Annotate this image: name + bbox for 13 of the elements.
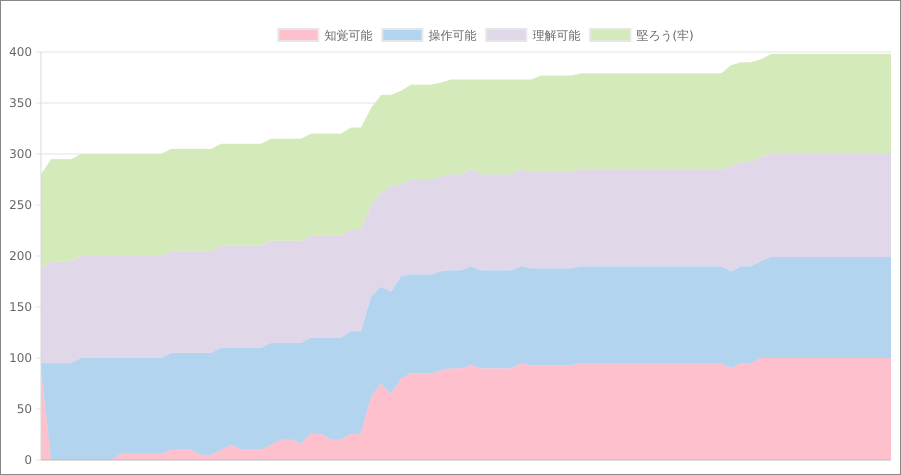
y-tick-label: 350 (9, 96, 32, 110)
y-tick-label: 0 (24, 453, 32, 467)
legend-label: 操作可能 (428, 28, 476, 42)
legend-label: 堅ろう(牢) (636, 28, 694, 42)
y-tick-label: 400 (9, 45, 32, 59)
legend-label: 理解可能 (532, 28, 580, 42)
y-tick-label: 150 (9, 300, 32, 314)
legend-label: 知覚可能 (324, 28, 372, 42)
y-tick-label: 200 (9, 249, 32, 263)
y-tick-label: 100 (9, 351, 32, 365)
y-tick-label: 50 (16, 402, 32, 416)
y-tick-label: 300 (9, 147, 32, 161)
y-tick-label: 250 (9, 198, 32, 212)
